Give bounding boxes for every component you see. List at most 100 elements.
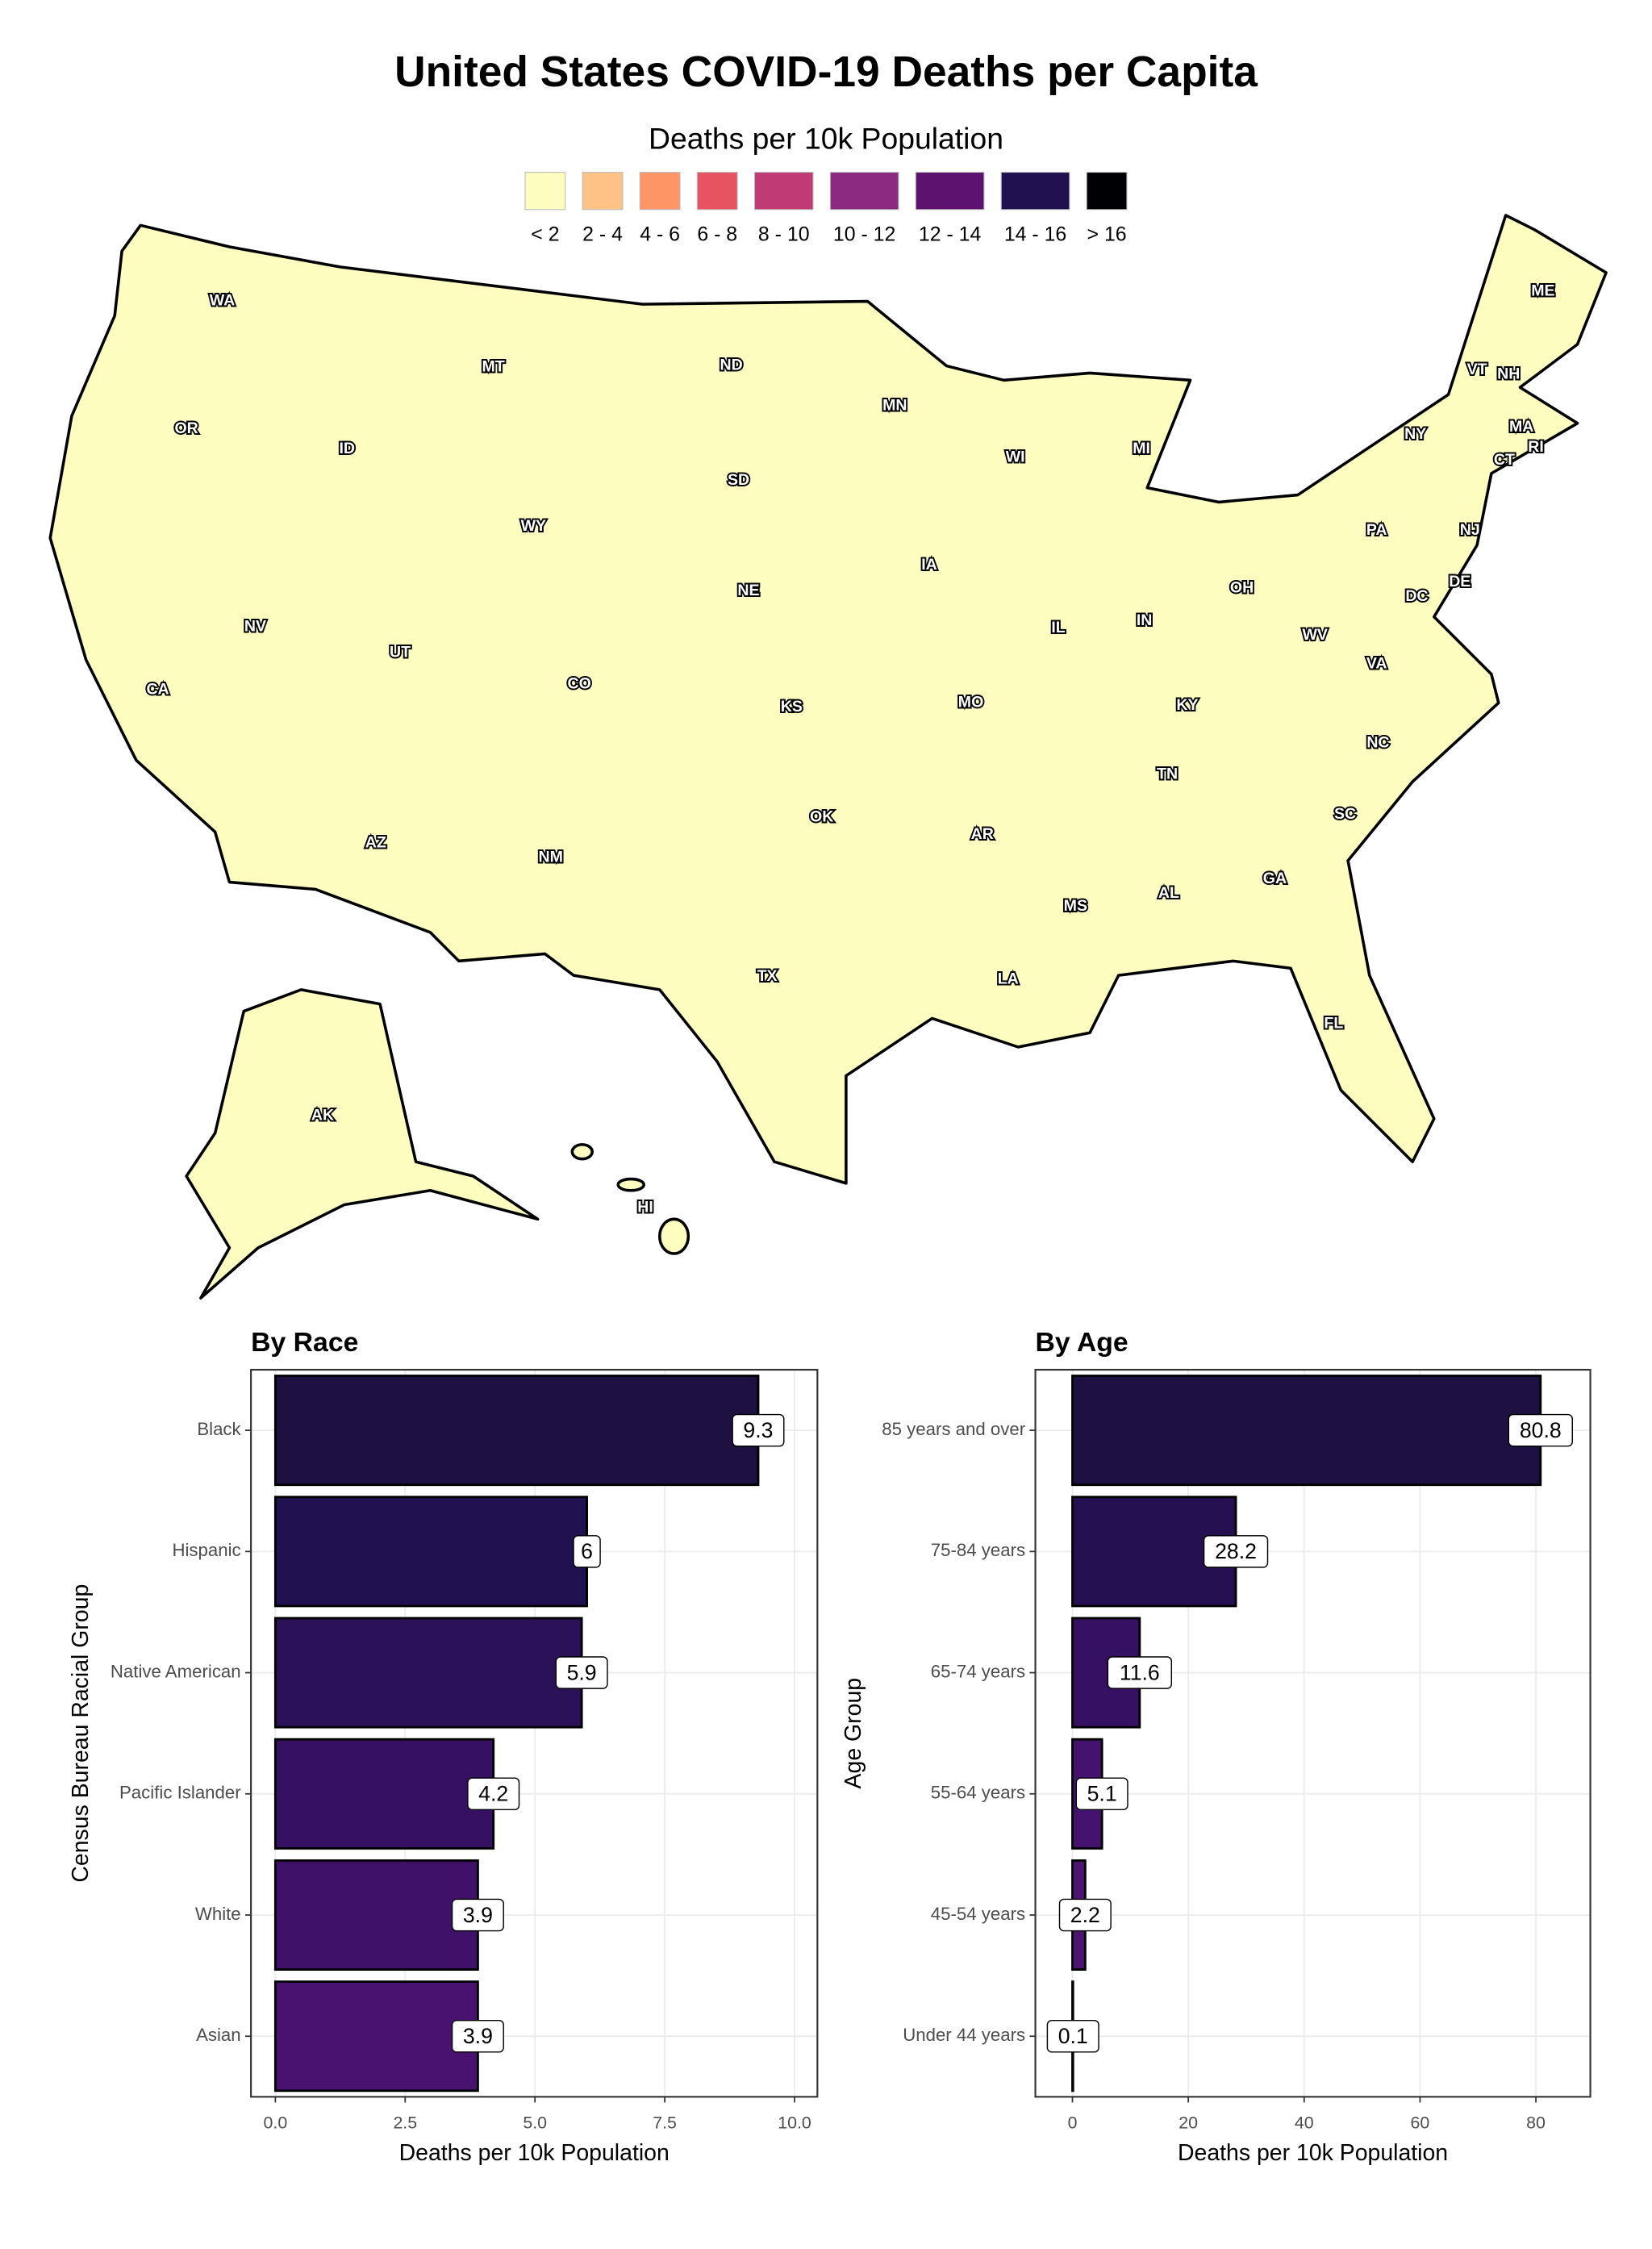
value-label-box: [451, 2019, 504, 2053]
state-label: IA: [921, 556, 937, 574]
y-tick-label: Native American: [111, 1661, 241, 1681]
y-tick-label: Black: [197, 1419, 241, 1439]
state-label: AR: [971, 825, 994, 843]
state-label: ND: [720, 357, 743, 374]
y-tick-label: White: [195, 1904, 241, 1924]
state-label: WA: [210, 292, 236, 310]
y-tick-label: 55-64 years: [931, 1783, 1025, 1803]
panel-border: [1034, 1368, 1592, 2098]
state-label: SD: [728, 471, 749, 489]
state-label: ME: [1531, 282, 1554, 299]
legend-swatch: [582, 172, 624, 211]
state-label: WY: [521, 517, 547, 535]
state-label: CT: [1494, 451, 1515, 469]
value-label-box: [1075, 1777, 1128, 1811]
x-tick-label: 2.5: [393, 2113, 417, 2133]
x-axis-title: Deaths per 10k Population: [1178, 2140, 1448, 2166]
state-label: KY: [1176, 696, 1198, 714]
legend-label: 14 - 16: [1004, 223, 1066, 245]
y-tick-label: Under 44 years: [903, 2025, 1025, 2045]
bar: [273, 1738, 495, 1850]
state-label: PA: [1366, 521, 1387, 539]
x-tick-label: 20: [1179, 2113, 1198, 2133]
state-label: DC: [1405, 587, 1428, 605]
value-label: 0.1: [1058, 2024, 1088, 2048]
bar: [273, 1375, 760, 1487]
legend-label: < 2: [531, 223, 559, 245]
x-tick-label: 0.0: [264, 2113, 288, 2133]
legend-label: 6 - 8: [697, 223, 737, 245]
y-tick-label: 85 years and over: [882, 1419, 1025, 1439]
panel-background: [1035, 1370, 1591, 2097]
legend-title: Deaths per 10k Population: [649, 121, 1003, 155]
value-label: 3.9: [463, 1903, 493, 1927]
value-label-box: [1058, 1898, 1112, 1932]
x-tick-label: 5.0: [523, 2113, 547, 2133]
legend-swatch: [696, 172, 738, 211]
legend-swatch: [829, 172, 899, 211]
panel-background: [251, 1370, 818, 2097]
state-label: RI: [1528, 438, 1544, 456]
y-tick-label: 65-74 years: [931, 1661, 1025, 1681]
x-tick-label: 10.0: [778, 2113, 811, 2133]
state-label: IN: [1137, 611, 1153, 629]
state-label: LA: [998, 970, 1019, 988]
state-label: VT: [1467, 361, 1487, 378]
state-label: WV: [1302, 626, 1328, 644]
x-axis-title: Deaths per 10k Population: [399, 2140, 670, 2166]
panel-title: By Age: [1036, 1327, 1128, 1358]
legend-swatch: [915, 172, 985, 211]
y-tick-label: 45-54 years: [931, 1904, 1025, 1924]
value-label-box: [451, 1898, 504, 1932]
legend-swatch: [1086, 172, 1128, 211]
state-label: SC: [1334, 805, 1356, 823]
legend-swatch: [524, 172, 566, 211]
legend-label: 10 - 12: [833, 223, 895, 245]
state-label: NV: [244, 617, 266, 635]
value-label-box: [1107, 1656, 1173, 1689]
y-axis-title: Age Group: [841, 1678, 866, 1789]
bar: [273, 1617, 583, 1729]
x-tick-label: 60: [1411, 2113, 1430, 2133]
legend-label: 12 - 14: [919, 223, 982, 245]
value-label: 6: [581, 1539, 593, 1563]
state-label: CO: [568, 674, 591, 692]
legend-label: > 16: [1087, 223, 1127, 245]
state-label: KS: [781, 698, 803, 716]
state-label: NE: [737, 582, 759, 599]
alaska-outline: [185, 988, 540, 1300]
state-label: MA: [1509, 418, 1533, 436]
value-label-box: [467, 1777, 520, 1811]
x-tick-label: 40: [1295, 2113, 1314, 2133]
lower-48-outline: [48, 214, 1608, 1185]
value-label: 2.2: [1070, 1903, 1100, 1927]
value-label: 3.9: [463, 2024, 493, 2048]
bar: [273, 1980, 479, 2093]
x-tick-label: 0: [1068, 2113, 1078, 2133]
value-label: 28.2: [1215, 1539, 1257, 1563]
value-label: 9.3: [743, 1418, 773, 1442]
panel-title: By Race: [251, 1327, 358, 1358]
state-label: FL: [1324, 1015, 1343, 1033]
state-label: OK: [810, 808, 833, 826]
hawaii-island: [658, 1217, 690, 1255]
legend-label: 8 - 10: [758, 223, 810, 245]
state-label: OH: [1230, 578, 1254, 596]
y-tick-label: Asian: [196, 2025, 241, 2045]
state-label: TX: [757, 967, 778, 985]
hawaii-island: [570, 1143, 594, 1161]
state-label: NJ: [1460, 521, 1480, 539]
state-label: UT: [390, 643, 411, 661]
us-map: [48, 214, 1608, 1300]
state-label: NM: [538, 849, 562, 866]
value-label-box: [573, 1535, 601, 1568]
state-labels: WA OR CA NV ID MT WY UT AZ CO NM ND SD NE KS OK TX MN IA MO…: [144, 280, 1556, 1217]
state-label: TN: [1157, 765, 1178, 782]
value-label: 5.9: [567, 1660, 597, 1684]
value-label-box: [1508, 1413, 1573, 1447]
state-label: GA: [1263, 870, 1287, 887]
bar: [273, 1496, 588, 1608]
state-label: DE: [1449, 573, 1471, 590]
state-label: IL: [1051, 619, 1065, 636]
